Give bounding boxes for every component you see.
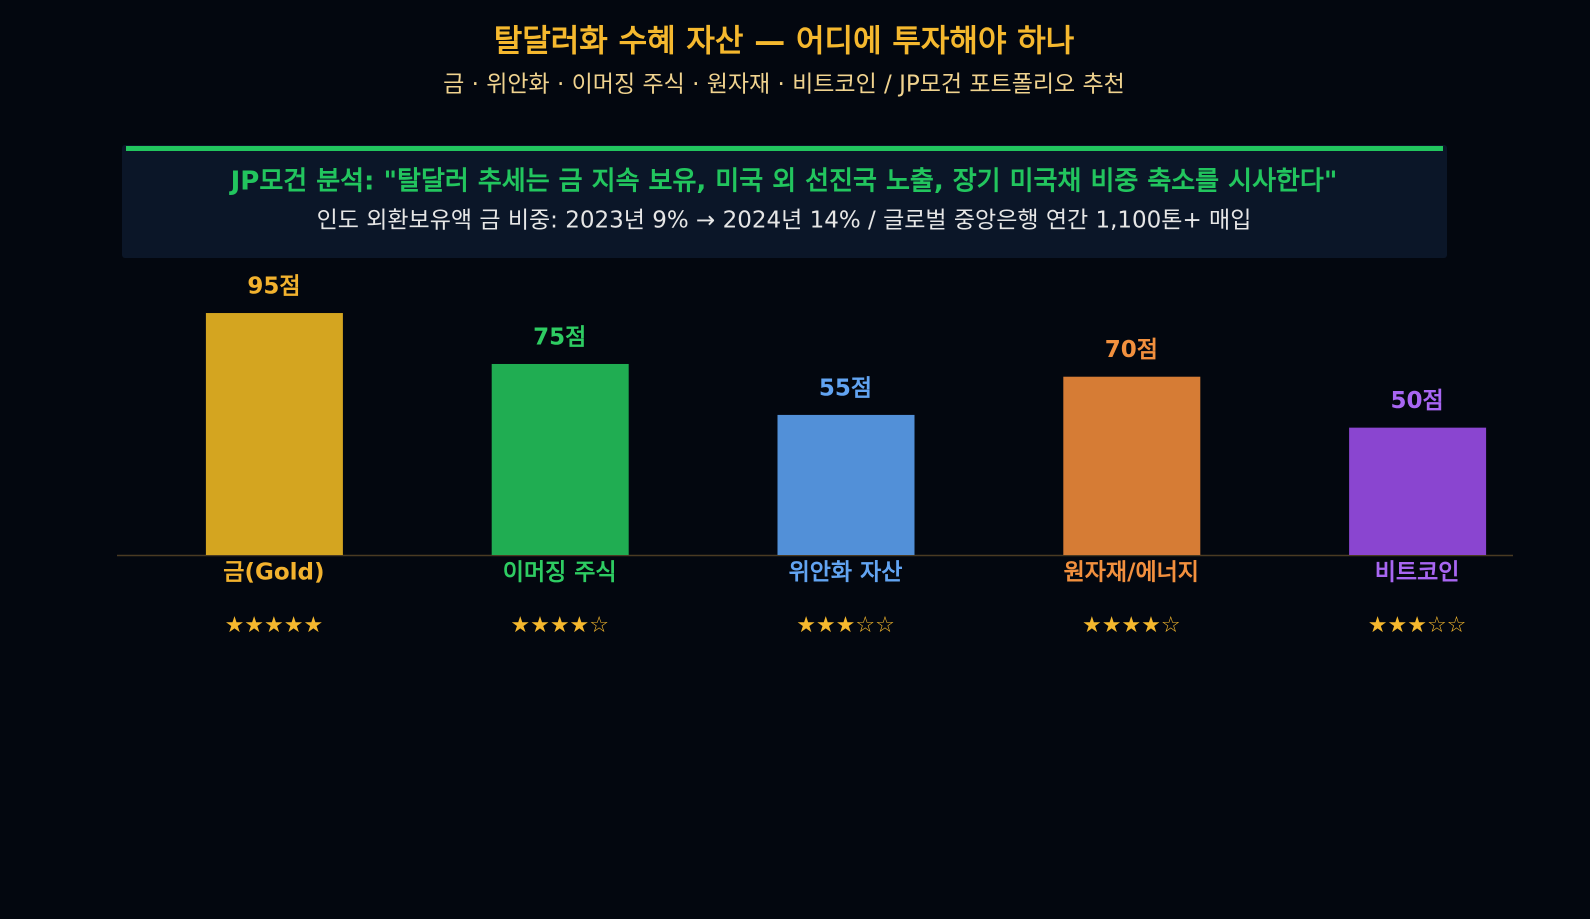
- value-label: 55점: [819, 375, 872, 401]
- info-box: [122, 145, 1447, 258]
- bar: [1349, 427, 1487, 555]
- x-tick-label: 금(Gold): [223, 560, 324, 586]
- bar: [1063, 376, 1201, 555]
- star-rating: ★★★★☆: [1082, 613, 1181, 638]
- x-tick-label: 이머징 주식: [503, 560, 617, 586]
- bar: [205, 313, 343, 555]
- info-box-title: JP모건 분석: "탈달러 추세는 금 지속 보유, 미국 외 선진국 노출, …: [229, 167, 1338, 197]
- star-rating: ★★★☆☆: [1368, 613, 1467, 638]
- x-tick-label: 비트코인: [1375, 560, 1460, 586]
- info-box-accent: [126, 146, 1443, 151]
- value-label: 75점: [533, 324, 586, 350]
- star-rating: ★★★☆☆: [796, 613, 895, 638]
- x-tick-label: 원자재/에너지: [1064, 560, 1199, 586]
- chart-title: 탈달러화 수혜 자산 — 어디에 투자해야 하나: [494, 24, 1075, 60]
- chart-subtitle: 금 · 위안화 · 이머징 주식 · 원자재 · 비트코인 / JP모건 포트폴…: [443, 72, 1125, 98]
- value-label: 50점: [1391, 388, 1444, 414]
- bar: [491, 363, 629, 555]
- x-tick-label: 위안화 자산: [789, 560, 903, 586]
- value-label: 70점: [1105, 337, 1158, 363]
- star-rating: ★★★★☆: [510, 613, 609, 638]
- value-label: 95점: [247, 274, 300, 300]
- bar: [777, 414, 915, 555]
- info-box-text: 인도 외환보유액 금 비중: 2023년 9% → 2024년 14% / 글로…: [317, 208, 1252, 234]
- star-rating: ★★★★★: [225, 613, 324, 638]
